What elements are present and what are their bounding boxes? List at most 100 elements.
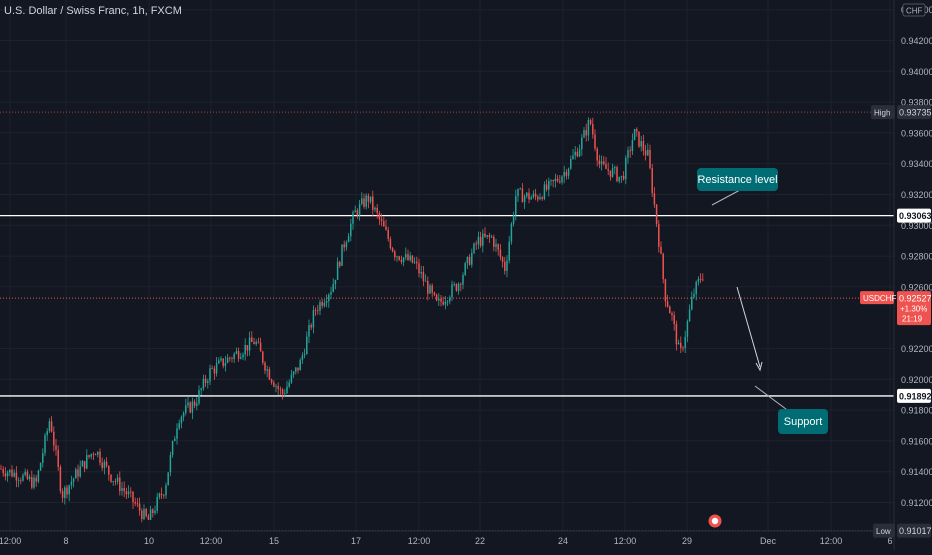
candle-body (229, 357, 231, 359)
candle-body (213, 368, 216, 374)
candle-body (253, 341, 255, 345)
candle-body (66, 487, 68, 495)
candles-layer (0, 117, 704, 523)
candle-body (180, 416, 183, 424)
candle-body (347, 236, 350, 243)
support-label-pointer (754, 385, 791, 413)
candle-body (222, 358, 224, 366)
candle-body (495, 244, 497, 247)
candle-body (251, 337, 253, 342)
candle-body (2, 469, 4, 474)
candle-body (317, 310, 319, 312)
candle-body (125, 491, 128, 495)
candle-body (462, 275, 464, 285)
candle-body (433, 292, 436, 295)
candle-body (114, 481, 117, 482)
candle-body (103, 461, 106, 468)
candle-body (55, 445, 57, 450)
candle-body (39, 462, 42, 471)
candle-body (88, 455, 90, 457)
x-tick-label: 8 (63, 536, 68, 546)
candle-body (391, 248, 394, 252)
candle-body (53, 431, 55, 446)
candle-body (460, 283, 462, 285)
candle-body (119, 477, 121, 491)
candle-body (451, 284, 453, 298)
candle-body (363, 198, 365, 207)
candle-body (369, 196, 372, 202)
candle-body (383, 221, 385, 227)
current-symbol-tag (860, 291, 894, 305)
candle-body (312, 310, 315, 328)
candle-body (121, 488, 123, 491)
candle-body (64, 487, 66, 498)
candle-body (523, 196, 526, 203)
candle-body (235, 351, 238, 354)
candle-body (385, 226, 387, 230)
candle-body (477, 236, 480, 245)
candle-body (198, 390, 200, 404)
candle-body (127, 491, 130, 495)
x-tick-label: 12:00 (0, 536, 21, 546)
candle-body (440, 298, 442, 302)
candle-body (75, 469, 77, 479)
x-tick-label: 12:00 (408, 536, 431, 546)
candle-body (77, 469, 79, 477)
candle-body (684, 336, 686, 349)
candle-body (396, 256, 398, 258)
candle-body (464, 263, 466, 276)
candle-body (622, 175, 625, 180)
candle-body (323, 302, 326, 306)
candle-body (508, 241, 510, 261)
support-price-label: 0.91892 (899, 391, 932, 401)
candle-body (215, 363, 218, 374)
currency-unit-box (902, 3, 926, 17)
candle-body (609, 170, 612, 177)
candle-body (435, 294, 438, 301)
candle-body (418, 263, 420, 274)
candle-body (57, 449, 59, 467)
candle-body (702, 279, 704, 281)
candle-body (156, 496, 158, 511)
candle-body (141, 510, 143, 520)
candle-body (510, 223, 513, 242)
candle-body (176, 428, 178, 439)
candle-body (123, 488, 125, 492)
high-price-tag (897, 105, 931, 120)
grid-layer (0, 0, 894, 531)
candle-body (420, 272, 422, 274)
high-price-label: 0.93735 (899, 108, 932, 118)
candle-body (171, 441, 174, 455)
y-tick-label: 0.93200 (901, 190, 932, 200)
candle-body (79, 466, 81, 477)
candle-body (354, 210, 356, 213)
candle-body (378, 212, 381, 220)
candle-body (207, 381, 209, 383)
support-price-tag (897, 388, 931, 403)
candle-body (224, 362, 227, 366)
candle-body (130, 491, 132, 493)
candle-body (268, 369, 271, 380)
candle-body (664, 279, 667, 302)
candle-body (59, 466, 62, 492)
candle-body (554, 178, 557, 182)
low-name-label: Low (876, 527, 891, 536)
candle-body (550, 180, 552, 181)
candle-body (387, 229, 389, 239)
candle-body (633, 129, 636, 141)
candle-body (576, 151, 579, 157)
candle-body (677, 342, 680, 345)
candle-body (380, 219, 383, 222)
candle-body (328, 294, 330, 302)
candle-body (290, 374, 293, 383)
resistance-label-pointer (711, 189, 741, 206)
candle-body (101, 462, 103, 468)
candle-body (488, 235, 491, 238)
resistance-label-box (697, 168, 778, 191)
candle-body (499, 249, 502, 258)
candle-body (521, 188, 524, 203)
low-price-label: 0.91017 (899, 526, 932, 536)
candle-body (611, 168, 614, 177)
